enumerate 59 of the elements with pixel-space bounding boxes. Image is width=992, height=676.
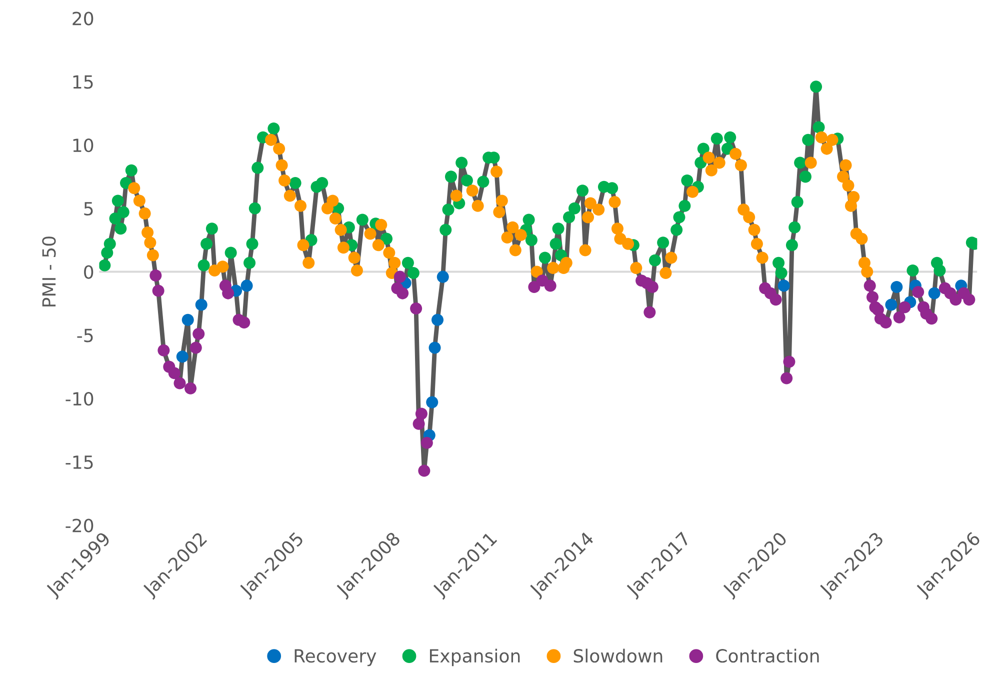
point <box>428 342 441 354</box>
point <box>190 342 202 354</box>
point <box>890 280 903 293</box>
point <box>885 298 898 311</box>
point <box>222 287 234 300</box>
point <box>415 408 428 420</box>
point <box>394 270 406 283</box>
y-tick-label: -10 <box>66 392 94 406</box>
point <box>182 314 194 326</box>
point <box>778 280 790 292</box>
point <box>195 298 208 311</box>
point <box>420 436 433 449</box>
y-tick-label: 15 <box>73 75 93 89</box>
point <box>864 280 876 292</box>
point <box>176 350 188 363</box>
y-axis-title: PMI - 50 <box>42 236 56 306</box>
point <box>950 294 962 306</box>
point <box>644 306 656 318</box>
legend-label: Recovery <box>294 649 376 666</box>
point <box>912 286 924 298</box>
y-tick-label: 20 <box>72 12 94 26</box>
point <box>866 291 879 304</box>
point <box>158 344 170 356</box>
point <box>646 280 658 293</box>
legend-label: Contraction <box>716 648 819 663</box>
point <box>412 418 425 430</box>
point <box>436 270 449 283</box>
point <box>928 287 940 300</box>
point <box>783 356 796 368</box>
point <box>926 312 938 325</box>
y-tick-label: -5 <box>77 328 93 342</box>
y-tick-label: 5 <box>84 202 93 216</box>
point <box>880 316 892 328</box>
point <box>431 314 444 326</box>
point <box>893 311 906 324</box>
point <box>426 396 438 408</box>
point <box>396 287 409 300</box>
point <box>240 280 253 292</box>
point <box>898 301 911 314</box>
point <box>528 280 540 293</box>
point <box>152 284 164 297</box>
legend-label: Slowdown <box>574 648 662 663</box>
point <box>174 377 186 390</box>
y-tick-label: -20 <box>66 518 94 532</box>
y-tick-label: 0 <box>84 265 94 279</box>
legend-label: Expansion <box>430 648 520 666</box>
point <box>238 316 250 328</box>
point <box>184 382 197 394</box>
point <box>418 464 430 477</box>
point <box>168 367 180 380</box>
point <box>544 280 556 292</box>
point <box>963 294 976 306</box>
y-tick-label: -15 <box>66 456 93 469</box>
y-tick-label: 10 <box>73 138 94 152</box>
point <box>780 372 793 384</box>
point <box>410 302 422 315</box>
point <box>150 270 162 282</box>
point <box>192 328 205 340</box>
point <box>770 294 782 306</box>
